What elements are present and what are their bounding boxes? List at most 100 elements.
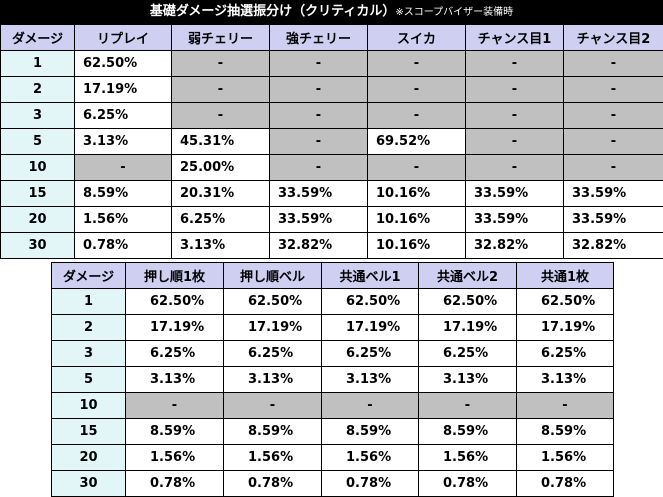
value-cell: 1.56% [419,445,517,471]
value-cell: 62.50% [126,289,224,315]
value-cell: 17.19% [517,315,614,341]
value-cell: 33.59% [564,181,663,207]
value-cell: 32.82% [466,233,564,259]
value-cell: 8.59% [126,419,224,445]
column-header: 押し順1枚 [126,263,224,289]
value-cell: 6.25% [419,341,517,367]
damage-label-cell: 30 [1,233,75,259]
value-cell: 3.13% [75,129,172,155]
value-cell: 17.19% [126,315,224,341]
table-title: 基礎ダメージ抽選振分け（クリティカル） [150,4,396,19]
value-cell: 6.25% [322,341,419,367]
column-header: 強チェリー [270,25,368,51]
damage-label-cell: 2 [1,77,75,103]
table-title-note: ※スコープバイザー装備時 [395,7,513,18]
value-cell: - [322,393,419,419]
value-cell: - [564,155,663,181]
column-header: 共通ベル2 [419,263,517,289]
value-cell: 0.78% [517,471,614,497]
value-cell: 10.16% [368,233,466,259]
value-cell: - [564,51,663,77]
column-header: ダメージ [1,25,75,51]
value-cell: 8.59% [517,419,614,445]
value-cell: 33.59% [270,207,368,233]
column-header: 共通ベル1 [322,263,419,289]
column-header: リプレイ [75,25,172,51]
damage-label-cell: 5 [1,129,75,155]
value-cell: 0.78% [419,471,517,497]
value-cell: 1.56% [322,445,419,471]
value-cell: 62.50% [419,289,517,315]
value-cell: 3.13% [126,367,224,393]
damage-label-cell: 15 [1,181,75,207]
value-cell: - [270,103,368,129]
value-cell: 6.25% [517,341,614,367]
value-cell: 1.56% [224,445,322,471]
column-header: 弱チェリー [172,25,270,51]
value-cell: 45.31% [172,129,270,155]
value-cell: - [368,155,466,181]
value-cell: - [564,103,663,129]
value-cell: 3.13% [517,367,614,393]
value-cell: - [564,129,663,155]
value-cell: - [126,393,224,419]
damage-label-cell: 30 [52,471,126,497]
value-cell: 0.78% [75,233,172,259]
column-header: チャンス目1 [466,25,564,51]
damage-label-cell: 20 [1,207,75,233]
value-cell: 62.50% [322,289,419,315]
value-cell: 32.82% [270,233,368,259]
damage-label-cell: 1 [1,51,75,77]
column-header: 共通1枚 [517,263,614,289]
value-cell: 0.78% [224,471,322,497]
value-cell: - [172,77,270,103]
table-title-bar: 基礎ダメージ抽選振分け（クリティカル）※スコープバイザー装備時 [0,0,663,24]
value-cell: - [517,393,614,419]
value-cell: 10.16% [368,181,466,207]
value-cell: - [368,51,466,77]
value-cell: - [466,51,564,77]
value-cell: 10.16% [368,207,466,233]
value-cell: 69.52% [368,129,466,155]
damage-label-cell: 10 [1,155,75,181]
damage-label-cell: 1 [52,289,126,315]
value-cell: 33.59% [270,181,368,207]
value-cell: - [224,393,322,419]
value-cell: 33.59% [466,181,564,207]
damage-label-cell: 10 [52,393,126,419]
value-cell: 17.19% [322,315,419,341]
value-cell: - [270,51,368,77]
value-cell: - [466,155,564,181]
value-cell: 62.50% [224,289,322,315]
value-cell: 33.59% [564,207,663,233]
column-header: チャンス目2 [564,25,663,51]
value-cell: - [172,103,270,129]
damage-label-cell: 5 [52,367,126,393]
value-cell: 1.56% [126,445,224,471]
damage-label-cell: 15 [52,419,126,445]
damage-label-cell: 2 [52,315,126,341]
value-cell: 8.59% [419,419,517,445]
value-cell: - [172,51,270,77]
value-cell: 1.56% [517,445,614,471]
column-header: 押し順ベル [224,263,322,289]
value-cell: 3.13% [224,367,322,393]
table-row: 10----- [52,393,614,419]
value-cell: - [564,77,663,103]
value-cell: 62.50% [75,51,172,77]
value-cell: 17.19% [75,77,172,103]
